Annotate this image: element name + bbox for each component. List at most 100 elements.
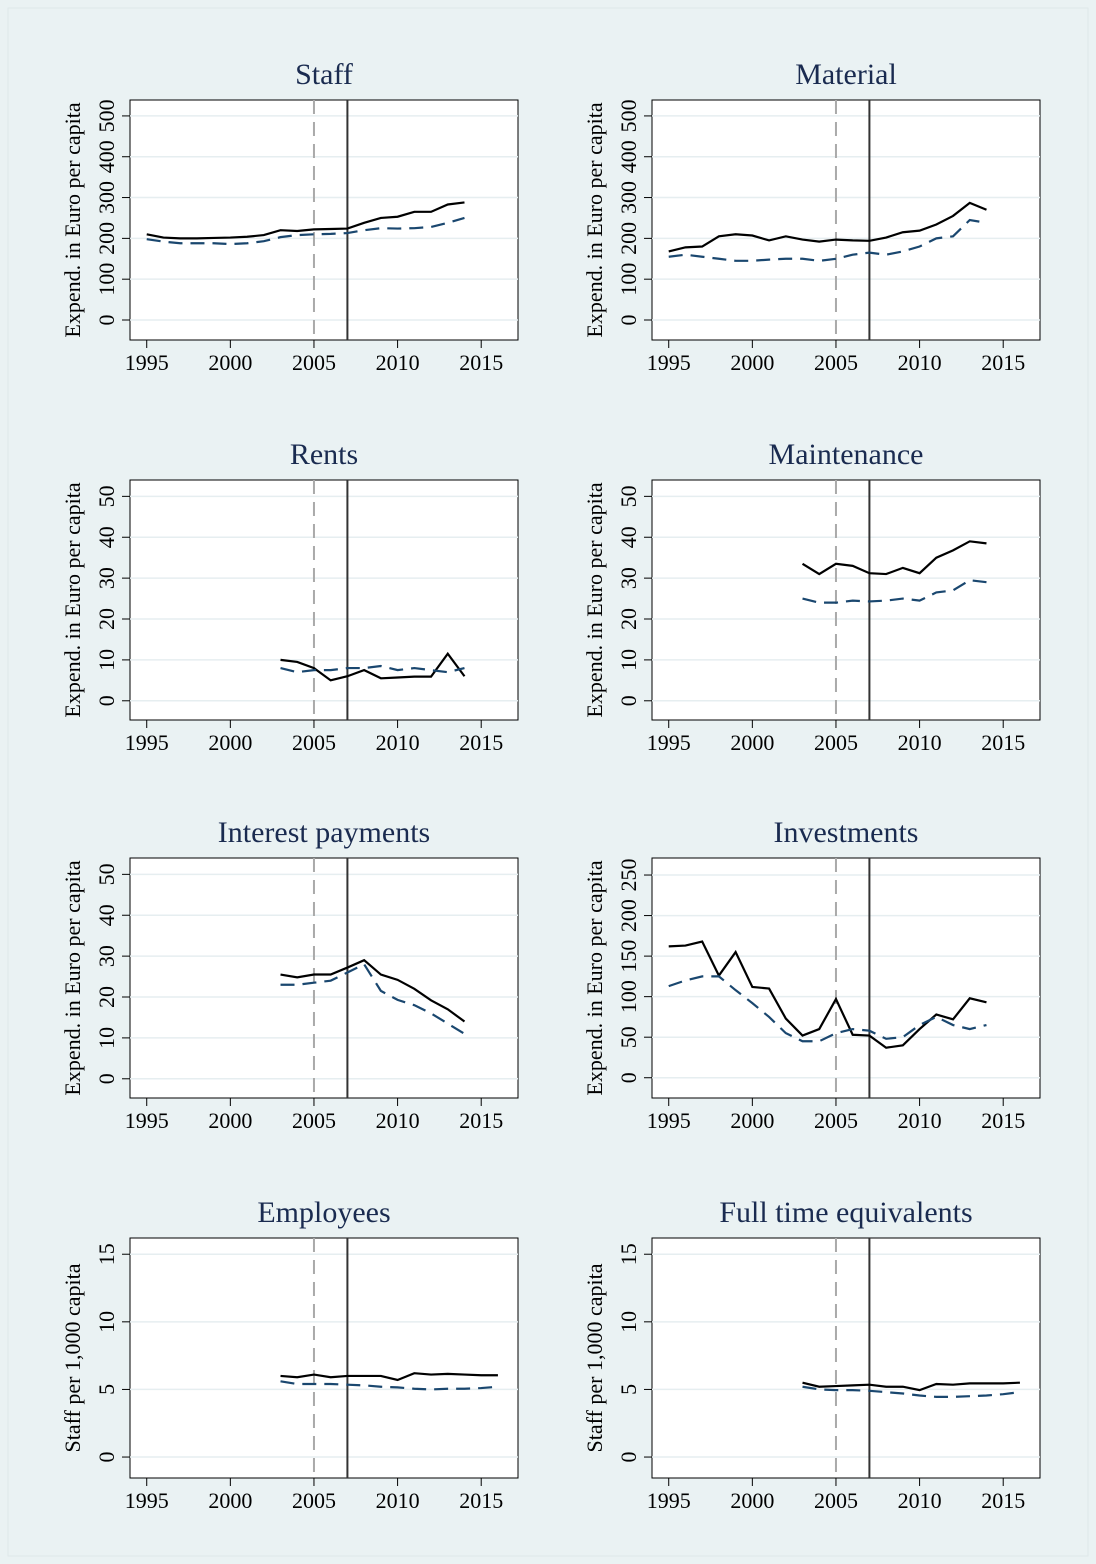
x-tick-label: 2000	[730, 1488, 774, 1513]
plot-area	[651, 1237, 1041, 1479]
x-tick-label: 2015	[981, 350, 1025, 375]
x-tick-label: 2015	[981, 1488, 1025, 1513]
y-tick-label: 400	[616, 140, 641, 173]
y-tick-label: 0	[94, 1452, 119, 1463]
chart-title: Rents	[290, 438, 358, 471]
y-tick-label: 300	[616, 181, 641, 214]
x-tick-label: 1995	[125, 350, 169, 375]
y-tick-label: 20	[616, 608, 641, 630]
x-tick-label: 2000	[730, 730, 774, 755]
x-tick-label: 2015	[459, 350, 503, 375]
x-tick-label: 1995	[125, 1488, 169, 1513]
series-line	[280, 1372, 498, 1382]
y-tick-label: 5	[616, 1384, 641, 1395]
y-tick-label: 400	[94, 140, 119, 173]
x-tick-label: 2005	[292, 730, 336, 755]
y-tick-label: 0	[94, 315, 119, 326]
y-tick-label: 10	[94, 649, 119, 671]
x-tick-label: 2015	[459, 1488, 503, 1513]
y-tick-label: 100	[94, 263, 119, 296]
x-tick-label: 1995	[125, 730, 169, 755]
x-tick-label: 2000	[208, 1108, 252, 1133]
series-line	[280, 1380, 499, 1391]
series-line	[668, 201, 987, 253]
x-tick-label: 2010	[376, 1488, 420, 1513]
y-tick-label: 100	[616, 263, 641, 296]
series-line	[801, 540, 987, 576]
y-tick-label: 40	[94, 526, 119, 548]
y-tick-label: 200	[616, 222, 641, 255]
x-tick-label: 2000	[730, 350, 774, 375]
series-line	[668, 940, 987, 1049]
series-line	[280, 962, 466, 1035]
y-tick-label: 50	[94, 863, 119, 885]
y-tick-label: 0	[94, 1073, 119, 1084]
series-line	[280, 651, 466, 682]
x-tick-label: 2005	[292, 1108, 336, 1133]
chart-title: Investments	[774, 816, 919, 849]
x-tick-label: 2010	[898, 1108, 942, 1133]
x-tick-label: 2010	[898, 350, 942, 375]
y-axis-label: Staff per 1,000 capita	[582, 1263, 607, 1452]
chart-title: Interest payments	[218, 816, 430, 849]
y-tick-label: 0	[616, 315, 641, 326]
y-tick-label: 0	[94, 695, 119, 706]
y-tick-label: 500	[94, 99, 119, 132]
y-tick-label: 150	[616, 940, 641, 973]
x-tick-label: 1995	[647, 730, 691, 755]
y-tick-label: 500	[616, 99, 641, 132]
y-tick-label: 40	[94, 904, 119, 926]
x-tick-label: 1995	[647, 350, 691, 375]
y-tick-label: 100	[616, 980, 641, 1013]
x-tick-label: 2005	[814, 730, 858, 755]
chart-title: Material	[795, 58, 897, 91]
x-tick-label: 1995	[125, 1108, 169, 1133]
y-tick-label: 0	[616, 1072, 641, 1083]
y-axis-label: Expend. in Euro per capita	[582, 860, 607, 1095]
y-tick-label: 30	[616, 567, 641, 589]
x-tick-label: 1995	[647, 1108, 691, 1133]
x-tick-label: 2015	[981, 730, 1025, 755]
y-tick-label: 20	[94, 986, 119, 1008]
y-tick-label: 10	[94, 1027, 119, 1049]
y-tick-label: 250	[616, 859, 641, 892]
series-line	[668, 218, 987, 262]
x-tick-label: 2010	[376, 350, 420, 375]
y-tick-label: 40	[616, 526, 641, 548]
y-tick-label: 15	[94, 1243, 119, 1265]
x-tick-label: 2010	[376, 1108, 420, 1133]
chart-title: Staff	[295, 58, 353, 91]
series-line	[802, 1381, 1020, 1392]
y-tick-label: 5	[94, 1384, 119, 1395]
x-tick-label: 2000	[208, 730, 252, 755]
plot-area	[129, 99, 519, 341]
y-axis-label: Expend. in Euro per capita	[60, 860, 85, 1095]
plot-area	[129, 1237, 519, 1479]
y-tick-label: 200	[94, 222, 119, 255]
y-tick-label: 50	[94, 485, 119, 507]
y-tick-label: 300	[94, 181, 119, 214]
plot-area	[651, 479, 1041, 721]
y-axis-label: Expend. in Euro per capita	[60, 482, 85, 717]
x-tick-label: 2005	[292, 350, 336, 375]
series-line	[802, 579, 987, 604]
y-tick-label: 0	[616, 1452, 641, 1463]
x-tick-label: 2015	[459, 730, 503, 755]
y-tick-label: 0	[616, 695, 641, 706]
x-tick-label: 2005	[814, 1488, 858, 1513]
y-tick-label: 10	[94, 1311, 119, 1333]
x-tick-label: 2000	[730, 1108, 774, 1133]
y-tick-label: 50	[616, 1026, 641, 1048]
plot-area	[129, 857, 519, 1099]
plot-area	[129, 479, 519, 721]
y-tick-label: 30	[94, 567, 119, 589]
y-tick-label: 30	[94, 945, 119, 967]
series-line	[146, 216, 465, 246]
x-tick-label: 2015	[981, 1108, 1025, 1133]
x-tick-label: 2010	[898, 730, 942, 755]
y-tick-label: 20	[94, 608, 119, 630]
y-tick-label: 50	[616, 485, 641, 507]
plot-area	[651, 99, 1041, 341]
y-tick-label: 200	[616, 899, 641, 932]
